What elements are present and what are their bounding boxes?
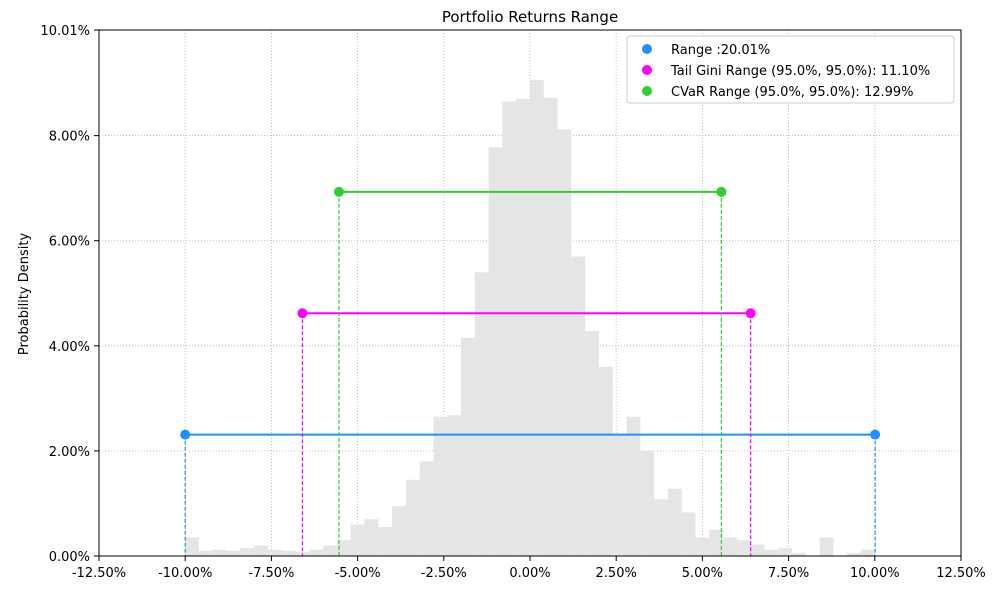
- x-tick-label: -5.00%: [335, 566, 381, 581]
- range-endpoint: [333, 186, 344, 197]
- histogram-bar: [461, 337, 475, 556]
- chart-title: Portfolio Returns Range: [442, 8, 618, 26]
- legend-label: Range :20.01%: [671, 43, 770, 58]
- histogram-bar: [267, 549, 282, 556]
- histogram-bar: [405, 479, 420, 556]
- legend-marker: [642, 65, 652, 75]
- histogram: [185, 79, 875, 557]
- histogram-bar: [433, 416, 448, 556]
- histogram-bar: [695, 537, 710, 556]
- legend-box: [626, 35, 955, 104]
- y-tick-label: 4.00%: [49, 340, 90, 355]
- histogram-bar: [185, 537, 199, 556]
- histogram-bar: [654, 499, 668, 556]
- x-tick-label: 2.50%: [596, 566, 637, 581]
- histogram-bar: [736, 540, 751, 556]
- histogram-bar: [488, 147, 503, 556]
- histogram-bar: [323, 545, 337, 556]
- x-tick-label: -2.50%: [421, 566, 467, 581]
- histogram-bar: [530, 79, 544, 557]
- legend-label: Tail Gini Range (95.0%, 95.0%): 11.10%: [670, 64, 930, 79]
- axis-ticks: -12.50% -10.00% -7.50% -5.00% -2.50% 0.00% 2.5…: [40, 24, 985, 581]
- histogram-bar: [723, 537, 737, 556]
- histogram-bar: [792, 552, 806, 556]
- histogram-bar: [778, 548, 793, 556]
- x-tick-label: 7.50%: [768, 566, 809, 581]
- histogram-bar: [212, 549, 227, 556]
- histogram-bar: [667, 488, 682, 556]
- histogram-bar: [392, 506, 406, 556]
- histogram-bar: [640, 450, 655, 556]
- histogram-bar: [709, 529, 724, 556]
- histogram-bar: [502, 101, 517, 556]
- histogram-bar: [571, 256, 586, 556]
- histogram-bar: [557, 129, 572, 556]
- x-tick-label: 0.00%: [509, 566, 550, 581]
- histogram-bar: [447, 415, 462, 556]
- histogram-bar: [681, 512, 696, 556]
- histogram-bar: [419, 461, 434, 556]
- histogram-bar: [750, 544, 765, 556]
- range-endpoint: [297, 308, 308, 319]
- range-endpoint: [870, 429, 881, 440]
- histogram-bar: [364, 519, 379, 556]
- histogram-bar: [598, 366, 613, 556]
- histogram-bar: [198, 550, 213, 556]
- x-tick-label: 5.00%: [682, 566, 723, 581]
- histogram-bar: [543, 97, 558, 556]
- y-tick-label: 0.00%: [49, 550, 90, 565]
- y-tick-label: 10.01%: [40, 24, 90, 39]
- histogram-bar: [819, 537, 834, 556]
- legend-marker: [642, 44, 652, 54]
- legend: Range :20.01% Tail Gini Range (95.0%, 95.…: [626, 35, 955, 104]
- histogram-bar: [626, 416, 641, 556]
- histogram-bar: [516, 98, 530, 557]
- histogram-bar: [336, 540, 351, 556]
- range-endpoint: [745, 308, 756, 319]
- x-tick-label: 10.00%: [850, 566, 900, 581]
- x-tick-label: -12.50%: [72, 566, 126, 581]
- x-tick-label: -7.50%: [248, 566, 294, 581]
- histogram-bar: [764, 549, 779, 556]
- histogram-bar: [350, 524, 365, 556]
- x-tick-label: 12.50%: [936, 566, 986, 581]
- y-tick-label: 6.00%: [49, 235, 90, 250]
- range-endpoint: [716, 186, 727, 197]
- histogram-bar: [585, 331, 599, 556]
- y-axis-label: Probability Density: [17, 233, 32, 356]
- y-tick-label: 2.00%: [49, 445, 90, 460]
- y-tick-label: 8.00%: [49, 130, 90, 145]
- histogram-bar: [240, 548, 255, 556]
- histogram-bar: [226, 550, 241, 556]
- legend-label: CVaR Range (95.0%, 95.0%): 12.99%: [671, 85, 914, 100]
- histogram-bar: [378, 527, 393, 556]
- histogram-bar: [612, 435, 627, 556]
- histogram-bar: [309, 549, 324, 556]
- range-series: [180, 186, 881, 556]
- x-tick-label: -10.00%: [158, 566, 212, 581]
- legend-marker: [642, 86, 652, 96]
- histogram-bar: [861, 549, 875, 556]
- range-endpoint: [180, 429, 191, 440]
- histogram-bar: [254, 545, 268, 556]
- histogram-bar: [847, 552, 862, 556]
- histogram-bar: [474, 272, 489, 556]
- histogram-bar: [281, 550, 296, 556]
